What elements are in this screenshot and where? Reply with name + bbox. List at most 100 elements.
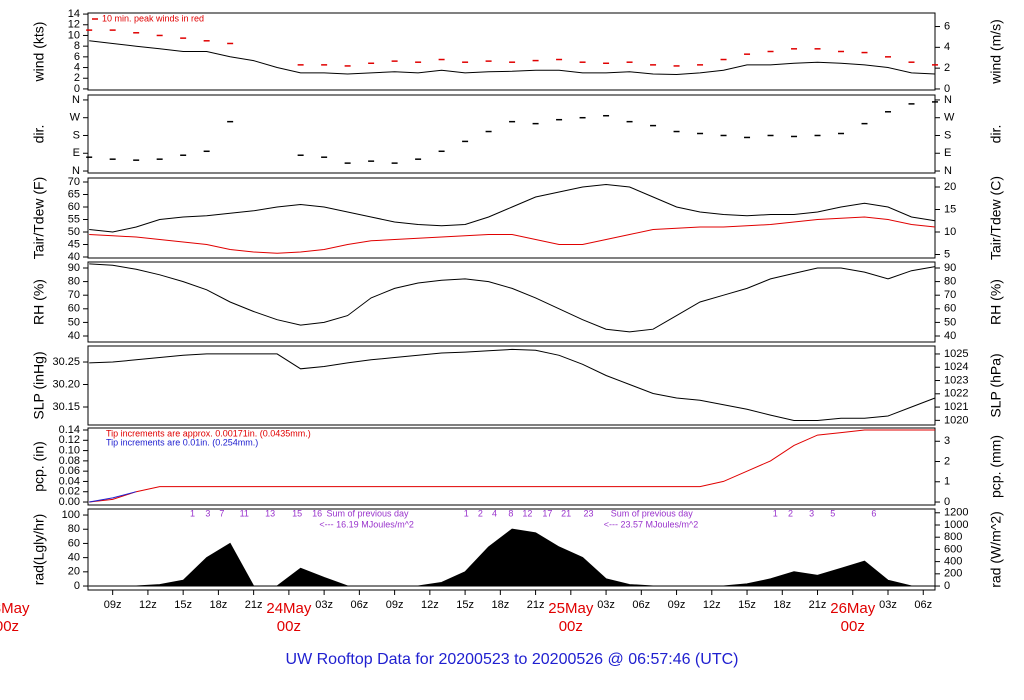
x-tick-label: 03z	[597, 599, 615, 611]
hour-label: 4	[492, 508, 497, 518]
y2-tick-label: 5	[944, 248, 950, 260]
y-tick-label: 0.00	[59, 496, 80, 508]
hour-label: 13	[265, 508, 275, 518]
annotation: 10 min. peak winds in red	[102, 13, 204, 23]
y-tick-label: W	[70, 112, 81, 124]
y-tick-label: 80	[68, 523, 80, 535]
x-tick-label: 15z	[456, 599, 474, 611]
day-label: 26May	[830, 600, 876, 617]
y2-tick-label: 90	[944, 262, 956, 274]
x-tick-label: 15z	[738, 599, 756, 611]
y-axis-label: Tair/Tdew (F)	[31, 177, 47, 259]
y2-tick-label: 15	[944, 203, 956, 215]
y2-tick-label: 0	[944, 496, 950, 508]
y-tick-label: 12	[68, 19, 80, 31]
x-tick-label: 06z	[350, 599, 368, 611]
day-label: 25May	[548, 600, 594, 617]
x-tick-label: 12z	[703, 599, 721, 611]
y-tick-label: 0.08	[59, 455, 80, 467]
x-tick-label: 00z	[277, 618, 301, 635]
y-tick-label: 60	[68, 303, 80, 315]
y-tick-label: 90	[68, 262, 80, 274]
y2-tick-label: 60	[944, 303, 956, 315]
data-line	[89, 429, 935, 503]
x-tick-label: 18z	[210, 599, 228, 611]
y-tick-label: N	[72, 94, 80, 106]
y2-axis-label: wind (m/s)	[988, 19, 1004, 85]
y-tick-label: 2	[74, 72, 80, 84]
data-line	[89, 348, 936, 421]
hour-label: 1	[464, 508, 469, 518]
y2-tick-label: 70	[944, 289, 956, 301]
y-axis-label: dir.	[31, 125, 47, 144]
data-line	[89, 183, 936, 233]
hour-label: 3	[205, 508, 210, 518]
y-tick-label: 70	[68, 289, 80, 301]
y-tick-label: 45	[68, 238, 80, 250]
y2-axis-label: RH (%)	[988, 279, 1004, 325]
panel-frame	[87, 261, 936, 343]
panel-frame	[87, 94, 936, 174]
y-axis-label: RH (%)	[31, 279, 47, 325]
y-tick-label: 30.25	[52, 356, 80, 368]
data-line	[89, 216, 936, 254]
y-tick-label: 0.10	[59, 444, 80, 456]
hour-label: 11	[240, 508, 249, 518]
hour-label: 2	[788, 508, 793, 518]
y-tick-label: 100	[62, 509, 80, 521]
y-tick-label: 6	[74, 51, 80, 63]
y-tick-label: 0	[74, 83, 80, 95]
hour-label: 2	[478, 508, 483, 518]
y-tick-label: 50	[68, 226, 80, 238]
x-tick-label: 21z	[245, 599, 263, 611]
y2-tick-label: 800	[944, 531, 962, 543]
x-tick-label: 12z	[139, 599, 157, 611]
data-line	[89, 263, 936, 333]
y-axis-label: pcp. (in)	[31, 441, 47, 492]
y-tick-label: 40	[68, 251, 80, 263]
sum-note: <--- 23.57 MJoules/m^2	[604, 519, 699, 529]
y2-tick-label: 1023	[944, 374, 968, 386]
y2-tick-label: 40	[944, 330, 956, 342]
x-tick-label: 00z	[559, 618, 583, 635]
y-tick-label: 70	[68, 176, 80, 188]
hour-label: 12	[522, 508, 532, 518]
y2-tick-label: 200	[944, 568, 962, 580]
hour-label: 21	[561, 508, 571, 518]
y-tick-label: E	[73, 147, 80, 159]
sum-note: <--- 16.19 MJoules/m^2	[319, 519, 414, 529]
hour-label: 23	[583, 508, 593, 518]
annotation: Tip increments are 0.01in. (0.254mm.)	[106, 437, 258, 447]
y2-axis-label: dir.	[988, 125, 1004, 144]
y2-tick-label: N	[944, 94, 952, 106]
panel-frame	[87, 427, 936, 506]
y-tick-label: 80	[68, 275, 80, 287]
hour-label: 8	[508, 508, 513, 518]
y2-tick-label: 3	[944, 435, 950, 447]
y2-tick-label: 1000	[944, 519, 968, 531]
hour-label: 5	[830, 508, 835, 518]
y2-tick-label: 600	[944, 543, 962, 555]
sum-note: Sum of previous day	[611, 508, 694, 518]
y2-tick-label: 10	[944, 226, 956, 238]
x-tick-label: 21z	[809, 599, 827, 611]
y-tick-label: 65	[68, 188, 80, 200]
y-tick-label: 60	[68, 537, 80, 549]
y2-tick-label: 80	[944, 275, 956, 287]
y2-axis-label: pcp. (mm)	[988, 435, 1004, 498]
data-line	[89, 491, 137, 503]
y-axis-label: wind (kts)	[31, 22, 47, 83]
y2-tick-label: E	[944, 147, 951, 159]
panel-frame	[87, 345, 936, 426]
y-tick-label: S	[73, 129, 80, 141]
x-tick-label: 00z	[0, 618, 19, 635]
y-tick-label: 20	[68, 566, 80, 578]
x-tick-label: 09z	[104, 599, 122, 611]
y-tick-label: 40	[68, 330, 80, 342]
y-tick-label: 40	[68, 552, 80, 564]
y-tick-label: 10	[68, 29, 80, 41]
y2-tick-label: S	[944, 129, 951, 141]
y-tick-label: 0.02	[59, 486, 80, 498]
y-tick-label: 0.12	[59, 434, 80, 446]
